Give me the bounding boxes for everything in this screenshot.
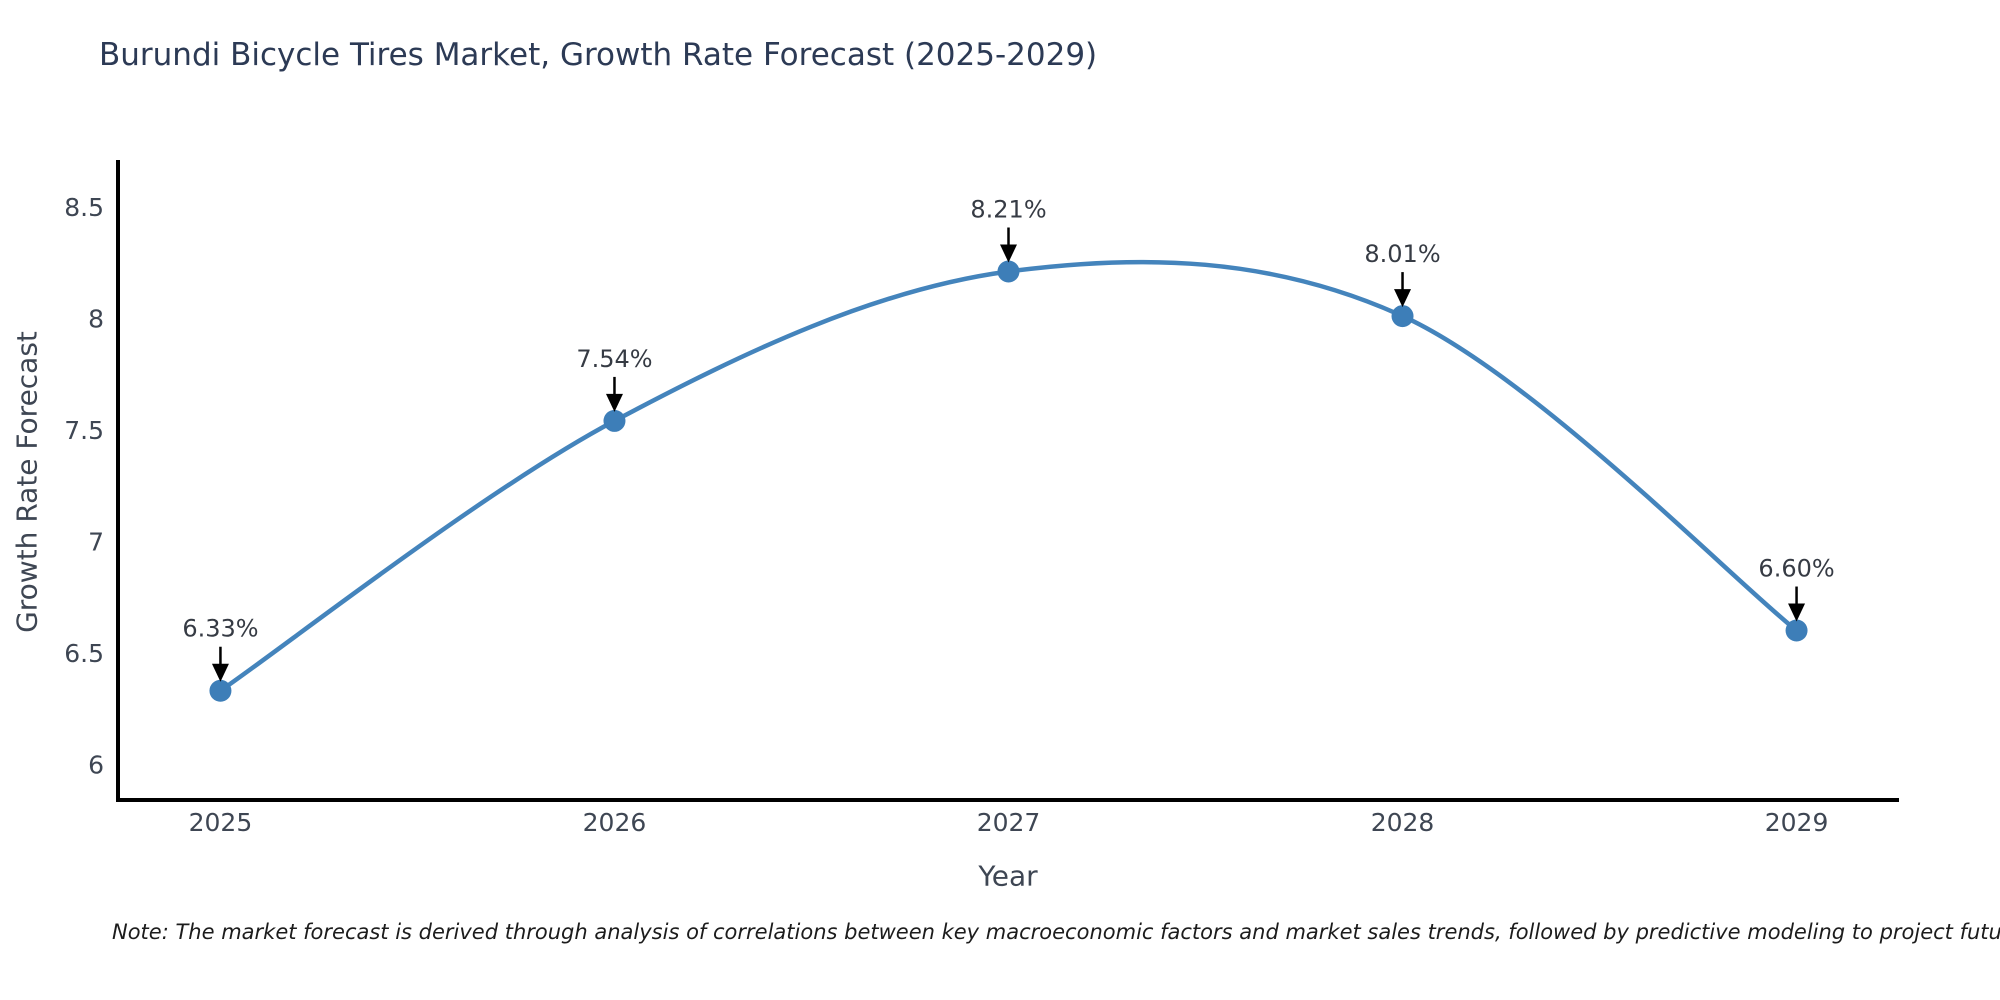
annotation-arrowhead-icon: [1000, 244, 1017, 263]
x-axis-title: Year: [978, 859, 1038, 893]
trend-line: [218, 259, 1799, 693]
y-tick-label: 8.5: [64, 193, 104, 222]
annotation-arrowhead-icon: [605, 393, 623, 412]
data-point[interactable]: [209, 679, 232, 702]
annotation-label: 6.33%: [182, 615, 258, 643]
y-tick-label: 6.5: [64, 639, 104, 668]
data-point[interactable]: [1785, 619, 1808, 642]
annotation-arrowhead-icon: [1788, 603, 1806, 622]
footnote: Note: The market forecast is derived thr…: [112, 920, 2000, 944]
x-tick-label: 2029: [1765, 808, 1829, 837]
axis-lines: [116, 160, 1899, 802]
y-tick-label: 7.5: [64, 416, 104, 445]
x-tick-label: 2025: [189, 808, 253, 837]
x-tick-label: 2028: [1371, 808, 1435, 837]
chart-title: Burundi Bicycle Tires Market, Growth Rat…: [99, 37, 1098, 73]
y-tick-label: 8: [88, 304, 104, 333]
data-point[interactable]: [997, 260, 1020, 283]
annotation-label: 6.60%: [1758, 555, 1834, 583]
annotation-arrowhead-icon: [211, 663, 229, 682]
annotation-label: 7.54%: [576, 345, 652, 373]
data-point[interactable]: [603, 409, 626, 432]
annotation-arrowhead-icon: [1394, 289, 1412, 308]
x-tick-label: 2027: [977, 808, 1041, 837]
y-tick-label: 7: [88, 527, 104, 556]
annotation-label: 8.01%: [1364, 240, 1440, 268]
data-point[interactable]: [1391, 305, 1414, 328]
x-tick-label: 2026: [583, 808, 647, 837]
annotation-label: 8.21%: [970, 195, 1046, 223]
y-tick-label: 6: [88, 750, 104, 779]
